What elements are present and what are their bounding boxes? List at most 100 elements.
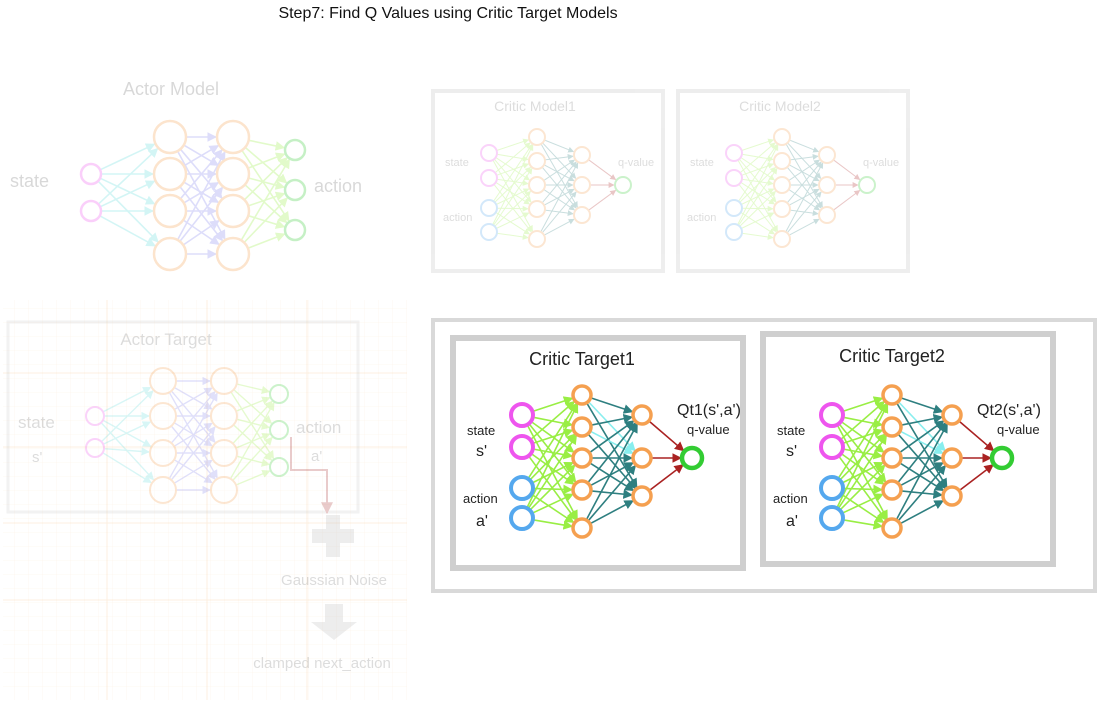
network-edge (740, 212, 775, 229)
network-edge (244, 146, 288, 184)
network-edge (243, 197, 288, 244)
network-edge (589, 461, 635, 487)
network-edge (173, 459, 213, 484)
network-edge (589, 499, 635, 525)
network-edge (235, 469, 271, 486)
network-edge (183, 181, 220, 204)
edges (526, 396, 685, 530)
critic-model1-frame (431, 89, 665, 273)
network-edge (176, 151, 226, 241)
hidden-node (941, 485, 963, 507)
output-node (283, 138, 307, 162)
network-edge (532, 428, 574, 445)
network-edge (542, 142, 577, 179)
network-edge (173, 422, 213, 447)
critic-target1-state-label: state (467, 423, 495, 438)
critic-model2-frame (676, 89, 910, 273)
clamped-next-action-label: clamped next_action (253, 655, 391, 672)
hidden-node (818, 176, 836, 194)
critic-target1-title: Critic Target1 (529, 349, 635, 369)
network-edge (785, 162, 824, 233)
network-edge (839, 464, 886, 511)
input-node (480, 223, 498, 241)
critic-target1-action-label: action (463, 491, 498, 506)
output-node (269, 457, 289, 477)
network-edge (588, 420, 635, 454)
edges (737, 138, 861, 240)
hidden-node (941, 404, 963, 426)
actor-target-output-symbol: a' (311, 448, 322, 465)
network-edge (842, 428, 884, 445)
network-edge (739, 190, 777, 227)
hidden-node (773, 128, 791, 146)
input-node (79, 162, 103, 186)
network-edge (240, 158, 291, 241)
critic-model2-title: Critic Model2 (739, 98, 821, 114)
network-edge (233, 389, 273, 424)
critic-model1-action-label: action (443, 212, 472, 224)
edges (492, 138, 617, 240)
network-edge (243, 157, 288, 201)
input-node (509, 434, 535, 460)
network-edge (786, 166, 822, 209)
output-node (283, 218, 307, 242)
hidden-node (573, 176, 591, 194)
network-edge (590, 397, 634, 414)
network-edge (496, 178, 529, 186)
network-edge (527, 434, 578, 510)
hidden-node (149, 439, 177, 467)
network-edge (248, 214, 286, 229)
hidden-node (573, 206, 591, 224)
network-edge (99, 177, 156, 205)
network-edge (589, 430, 634, 455)
hidden-node (215, 119, 251, 155)
hidden-node (528, 230, 546, 248)
network-edge (741, 232, 774, 240)
input-node (725, 223, 743, 241)
hidden-node (818, 146, 836, 164)
network-edge (99, 180, 156, 208)
critic-target2-action-symbol: a' (786, 513, 798, 530)
input-node (819, 434, 845, 460)
network-edge (494, 142, 531, 174)
actor-target-state-label: state (18, 413, 55, 432)
nodes (85, 367, 289, 504)
network-edge (496, 138, 530, 151)
network-edge (737, 159, 779, 232)
nodes (480, 128, 632, 248)
network-edge (496, 205, 529, 212)
input-node (85, 406, 105, 426)
network-edge (588, 159, 617, 181)
network-edge (840, 452, 885, 485)
network-edge (173, 387, 213, 411)
network-edge (495, 188, 530, 205)
network-edge (899, 461, 945, 487)
critic-model2: Critic Model2 state action q-value (676, 89, 910, 273)
network-edge (236, 455, 271, 467)
network-edge (99, 143, 156, 171)
hidden-node (631, 447, 653, 469)
critic-model2-action-label: action (687, 212, 716, 224)
network-edge (588, 189, 617, 211)
network-edge (493, 183, 532, 233)
critic-target2-frame (760, 331, 1056, 567)
actor-target-area (3, 300, 407, 700)
network-edge (540, 162, 579, 233)
critic-target1: Critic Target1 state s' action a' Qt1(s'… (450, 335, 746, 571)
hidden-node (528, 128, 546, 146)
network-edge (899, 499, 945, 525)
network-edge (233, 424, 273, 461)
hidden-node (210, 476, 238, 504)
hidden-node (215, 156, 251, 192)
hidden-node (881, 447, 903, 469)
hidden-node (881, 517, 903, 539)
actor-target-title: Actor Target (120, 330, 212, 349)
edges (836, 396, 995, 530)
hidden-node (773, 200, 791, 218)
gaussian-noise-label: Gaussian Noise (281, 572, 387, 589)
network-edge (590, 413, 634, 426)
hidden-node (215, 236, 251, 272)
network-edge (541, 166, 577, 209)
network-edge (230, 391, 275, 460)
network-edge (103, 447, 150, 456)
